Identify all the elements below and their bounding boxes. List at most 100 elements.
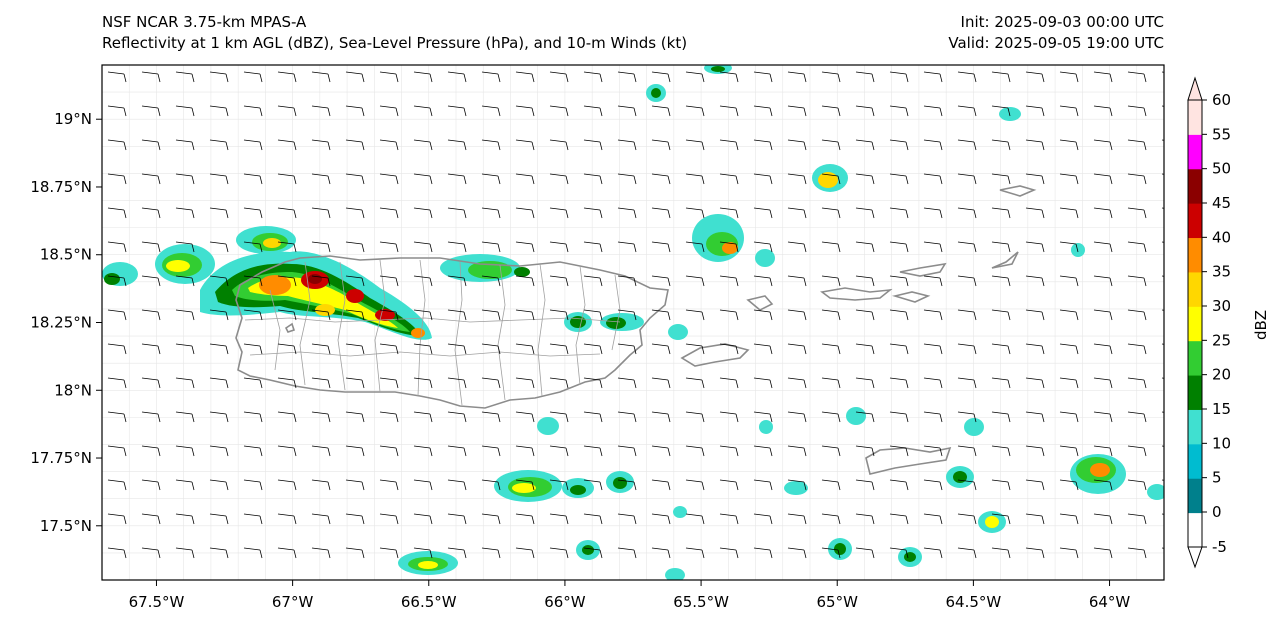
wind-barb bbox=[1093, 445, 1113, 457]
wind-barb bbox=[651, 479, 671, 491]
wind-barb bbox=[277, 479, 297, 491]
wind-barb bbox=[957, 105, 977, 117]
wind-barb bbox=[1161, 71, 1164, 73]
st-croix-coast bbox=[865, 446, 952, 475]
wind-barb bbox=[583, 173, 603, 185]
wind-barb bbox=[821, 275, 841, 287]
st-john-coast bbox=[891, 291, 931, 303]
wind-barb bbox=[1059, 377, 1079, 389]
virgin-gorda-coast bbox=[991, 251, 1019, 269]
wind-barb bbox=[719, 139, 739, 151]
wind-barb bbox=[243, 513, 263, 525]
wind-barb bbox=[413, 377, 433, 389]
wind-barb bbox=[243, 71, 263, 83]
wind-barb bbox=[1025, 71, 1045, 83]
wind-barb bbox=[753, 479, 773, 491]
wind-barb bbox=[1127, 445, 1147, 457]
wind-barb bbox=[1025, 207, 1045, 219]
wind-barb bbox=[923, 377, 943, 389]
wind-barb bbox=[1127, 139, 1147, 151]
x-tick-label: 64°W bbox=[1089, 593, 1131, 611]
wind-barb bbox=[515, 207, 535, 219]
wind-barb bbox=[1161, 343, 1164, 345]
wind-barb bbox=[991, 275, 1011, 287]
time-info: Init: 2025-09-03 00:00 UTC Valid: 2025-0… bbox=[948, 12, 1164, 54]
wind-barb bbox=[1161, 275, 1164, 277]
wind-barb bbox=[617, 71, 637, 83]
wind-barb bbox=[107, 275, 127, 287]
wind-barb bbox=[719, 309, 739, 321]
x-tick-label: 67°W bbox=[272, 593, 314, 611]
colorbar-segment bbox=[1188, 237, 1202, 273]
wind-barb bbox=[549, 275, 569, 287]
wind-barb bbox=[209, 343, 229, 355]
wind-barb bbox=[379, 105, 399, 117]
colorbar-tick-label: 25 bbox=[1212, 331, 1231, 349]
wind-barb bbox=[1025, 275, 1045, 287]
reflectivity-field bbox=[102, 65, 1164, 580]
colorbar-tick-label: 60 bbox=[1212, 91, 1231, 109]
wind-barb bbox=[719, 343, 739, 355]
wind-barb bbox=[141, 71, 161, 83]
title-line-fields: Reflectivity at 1 km AGL (dBZ), Sea-Leve… bbox=[102, 34, 688, 52]
wind-barb bbox=[345, 207, 365, 219]
wind-barb bbox=[413, 547, 433, 559]
wind-barb bbox=[651, 105, 671, 117]
wind-barb bbox=[1059, 173, 1079, 185]
wind-barb bbox=[345, 71, 365, 83]
x-tick-label: 64.5°W bbox=[946, 593, 1002, 611]
wind-barb bbox=[107, 479, 127, 491]
wind-barb bbox=[617, 275, 637, 287]
wind-barb bbox=[1059, 241, 1079, 253]
wind-barb bbox=[821, 241, 841, 253]
valid-time: Valid: 2025-09-05 19:00 UTC bbox=[948, 34, 1164, 52]
wind-barb bbox=[1093, 547, 1113, 559]
wind-barb bbox=[583, 207, 603, 219]
wind-barb bbox=[991, 105, 1011, 117]
wind-barb bbox=[753, 71, 773, 83]
wind-barb bbox=[991, 547, 1011, 559]
wind-barb bbox=[209, 105, 229, 117]
wind-barb bbox=[515, 479, 535, 491]
wind-barb bbox=[447, 173, 467, 185]
wind-barb bbox=[209, 479, 229, 491]
wind-barb bbox=[481, 173, 501, 185]
wind-barb bbox=[1093, 207, 1113, 219]
wind-barb bbox=[345, 411, 365, 423]
wind-barb bbox=[855, 241, 875, 253]
wind-barb bbox=[481, 241, 501, 253]
wind-barb bbox=[787, 309, 807, 321]
wind-barb bbox=[311, 513, 331, 525]
wind-barb bbox=[447, 411, 467, 423]
wind-barb bbox=[617, 377, 637, 389]
wind-barb bbox=[447, 105, 467, 117]
x-tick-label: 67.5°W bbox=[129, 593, 185, 611]
wind-barb bbox=[243, 343, 263, 355]
wind-barb bbox=[1093, 241, 1113, 253]
wind-barb bbox=[719, 547, 739, 559]
wind-barb bbox=[379, 241, 399, 253]
wind-barb bbox=[991, 173, 1011, 185]
wind-barb bbox=[685, 105, 705, 117]
wind-barb bbox=[787, 411, 807, 423]
wind-barb bbox=[277, 275, 297, 287]
wind-barb bbox=[1025, 547, 1045, 559]
wind-barb bbox=[855, 275, 875, 287]
colorbar-segment bbox=[1188, 134, 1202, 170]
wind-barb bbox=[1161, 241, 1164, 243]
wind-barb bbox=[175, 479, 195, 491]
wind-barb bbox=[685, 479, 705, 491]
wind-barb bbox=[617, 207, 637, 219]
wind-barb bbox=[107, 71, 127, 83]
x-tick-label: 66.5°W bbox=[401, 593, 457, 611]
wind-barb bbox=[413, 411, 433, 423]
wind-barb bbox=[209, 411, 229, 423]
wind-barb bbox=[141, 207, 161, 219]
wind-barb bbox=[515, 139, 535, 151]
wind-barb bbox=[141, 513, 161, 525]
wind-barb bbox=[821, 343, 841, 355]
colorbar-segment bbox=[1188, 271, 1202, 307]
wind-barb bbox=[787, 547, 807, 559]
wind-barb bbox=[515, 377, 535, 389]
wind-barb bbox=[719, 445, 739, 457]
